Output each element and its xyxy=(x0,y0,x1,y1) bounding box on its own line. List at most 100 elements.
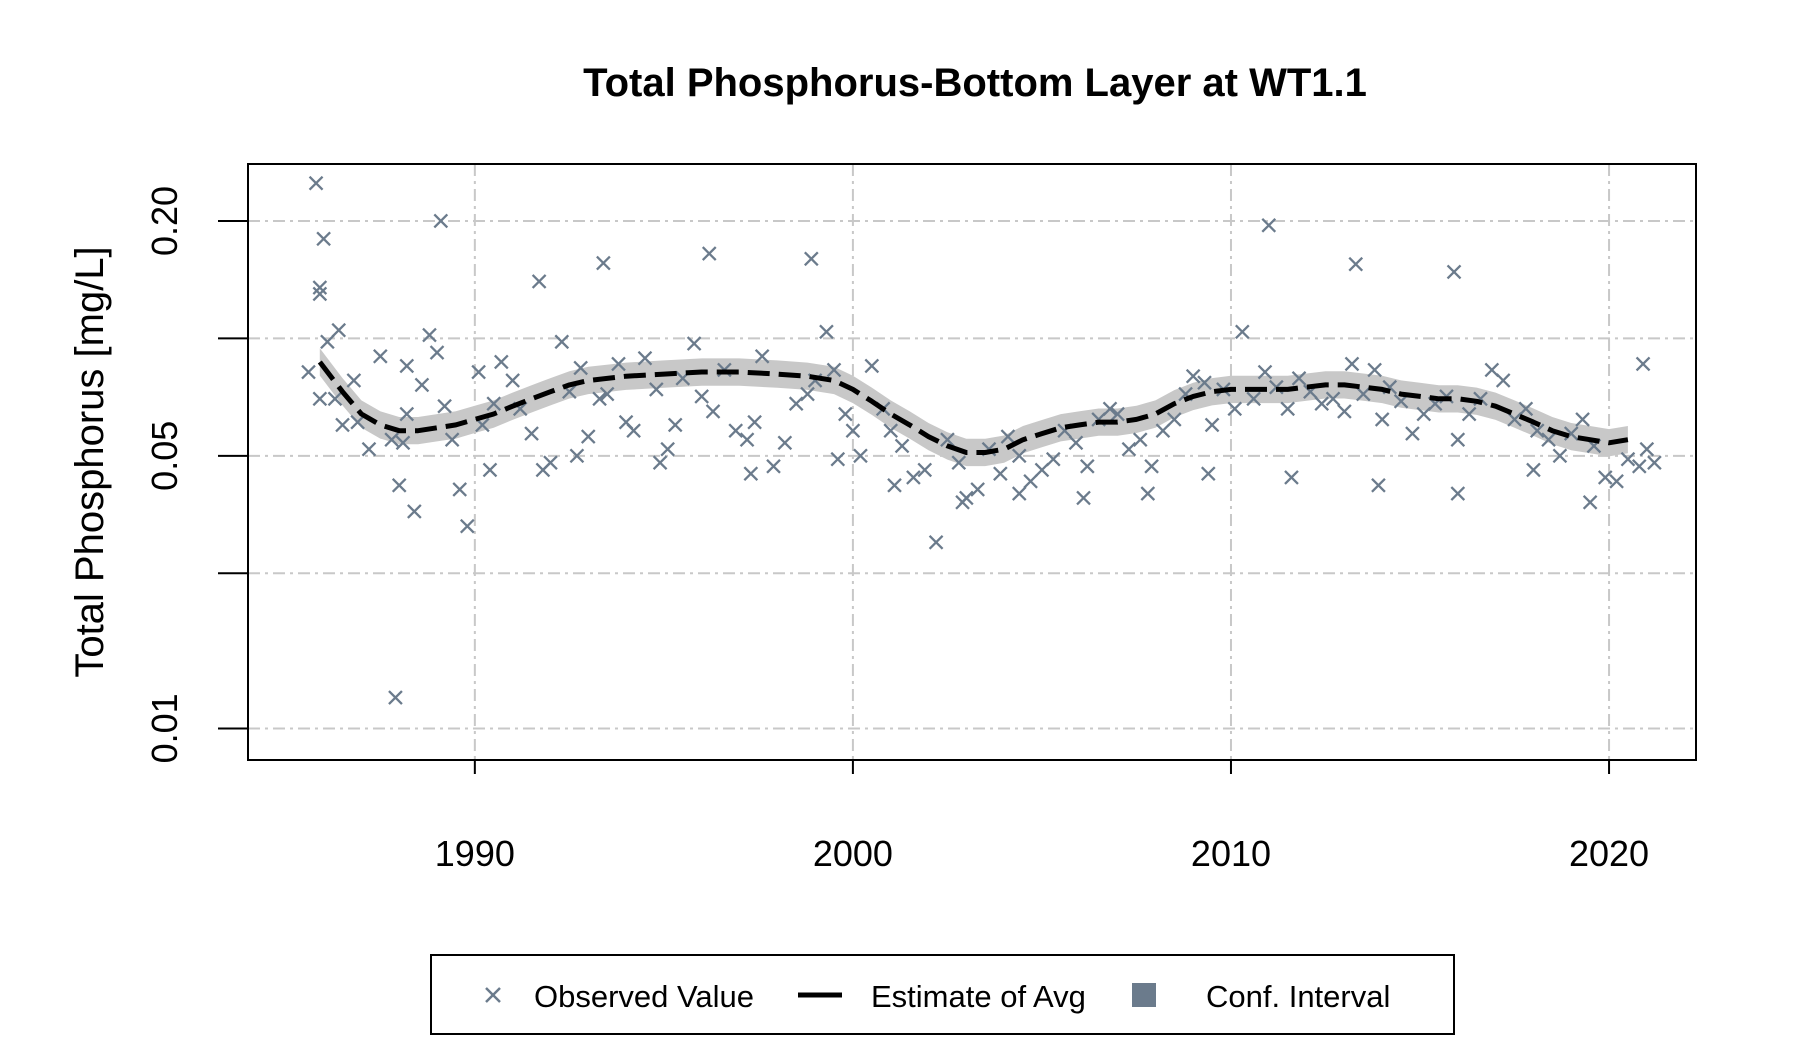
observed-point xyxy=(611,356,626,372)
observed-point xyxy=(887,478,902,493)
legend: Observed Value Estimate of Avg Conf. Int… xyxy=(430,954,1455,1035)
observed-point xyxy=(1034,462,1050,478)
x-tick-label: 1990 xyxy=(435,833,515,874)
observed-point xyxy=(1023,474,1038,489)
observed-point xyxy=(788,396,804,412)
observed-point xyxy=(694,389,709,404)
observed-point xyxy=(1344,356,1360,372)
observed-point xyxy=(1374,412,1390,427)
observed-point xyxy=(1291,371,1307,386)
observed-point xyxy=(1631,458,1647,474)
observed-point xyxy=(1155,423,1171,438)
observed-point xyxy=(743,466,759,481)
observed-point xyxy=(1102,401,1118,417)
observed-point xyxy=(599,386,615,402)
observed-point xyxy=(1166,412,1182,427)
observed-point xyxy=(433,213,449,229)
observed-point xyxy=(1495,373,1511,388)
observed-point xyxy=(1000,429,1016,444)
observed-point xyxy=(1639,441,1655,457)
legend-ci-label: Conf. Interval xyxy=(1206,979,1390,1014)
observed-point xyxy=(580,429,596,444)
observed-point xyxy=(1011,448,1027,464)
observed-point xyxy=(1371,478,1386,493)
observed-point xyxy=(361,441,377,457)
observed-point xyxy=(407,504,422,519)
observed-point xyxy=(1575,412,1590,427)
observed-point xyxy=(1280,401,1295,417)
observed-point xyxy=(596,255,611,271)
observed-point xyxy=(569,448,585,464)
observed-point xyxy=(312,391,328,407)
observed-point xyxy=(728,423,744,438)
observed-point xyxy=(1132,432,1148,447)
observed-point xyxy=(838,406,853,422)
observed-point xyxy=(1620,451,1636,467)
observed-point xyxy=(1314,396,1330,412)
observed-point xyxy=(1140,486,1156,501)
observed-point xyxy=(1337,404,1352,419)
observed-point xyxy=(917,462,933,478)
observed-point xyxy=(1197,375,1212,390)
observed-point xyxy=(1582,494,1598,510)
observed-point xyxy=(940,432,955,447)
observed-point xyxy=(422,327,437,343)
observed-point xyxy=(1446,264,1462,280)
legend-observed-symbol xyxy=(485,987,501,1003)
observed-point xyxy=(754,348,770,364)
observed-point xyxy=(312,286,328,302)
observed-point xyxy=(626,423,641,438)
observed-point xyxy=(1045,451,1061,467)
observed-point xyxy=(928,535,944,550)
observed-point xyxy=(686,336,702,351)
observed-point xyxy=(1079,458,1095,474)
observed-point xyxy=(1011,486,1027,501)
observed-point xyxy=(1235,324,1250,340)
observed-point xyxy=(312,280,328,295)
observed-point xyxy=(1200,466,1216,481)
observed-point xyxy=(444,432,460,447)
observed-point xyxy=(1121,441,1137,457)
observed-point xyxy=(830,451,846,467)
observed-point xyxy=(1609,474,1624,489)
observed-point xyxy=(649,382,664,397)
observed-point xyxy=(524,426,539,441)
x-tick-label: 2010 xyxy=(1191,833,1271,874)
observed-point xyxy=(739,432,755,447)
x-axis: 1990 2000 2010 2020 xyxy=(435,760,1649,874)
observed-point xyxy=(399,406,415,422)
observed-point xyxy=(826,362,842,378)
observed-point xyxy=(894,438,910,454)
observed-point xyxy=(1110,406,1125,422)
observed-point xyxy=(486,396,502,412)
observed-point xyxy=(777,435,793,451)
observed-point xyxy=(955,494,970,510)
observed-point xyxy=(1647,455,1662,471)
observed-point xyxy=(701,246,717,261)
y-tick-label: 0.20 xyxy=(144,186,185,256)
observed-point xyxy=(592,391,607,407)
observed-point xyxy=(459,518,475,534)
y-tick-label: 0.01 xyxy=(144,693,185,763)
observed-point xyxy=(350,414,365,430)
x-tick-label: 2020 xyxy=(1569,833,1649,874)
observed-point xyxy=(864,358,880,374)
observed-point xyxy=(1355,386,1371,402)
observed-point xyxy=(800,386,815,402)
observed-point xyxy=(1185,368,1201,384)
observed-point xyxy=(652,455,668,471)
observed-point xyxy=(331,322,347,338)
observed-point xyxy=(1507,412,1522,427)
y-tick-label: 0.05 xyxy=(144,421,185,491)
observed-point xyxy=(951,455,967,471)
observed-point xyxy=(531,274,547,289)
observed-point xyxy=(1246,391,1261,407)
observed-point xyxy=(1227,401,1243,417)
observed-point xyxy=(388,690,403,705)
observed-point xyxy=(452,482,468,497)
observed-point xyxy=(1076,490,1091,506)
observed-point xyxy=(993,466,1008,481)
observed-point xyxy=(853,448,868,464)
observed-point xyxy=(399,358,415,374)
